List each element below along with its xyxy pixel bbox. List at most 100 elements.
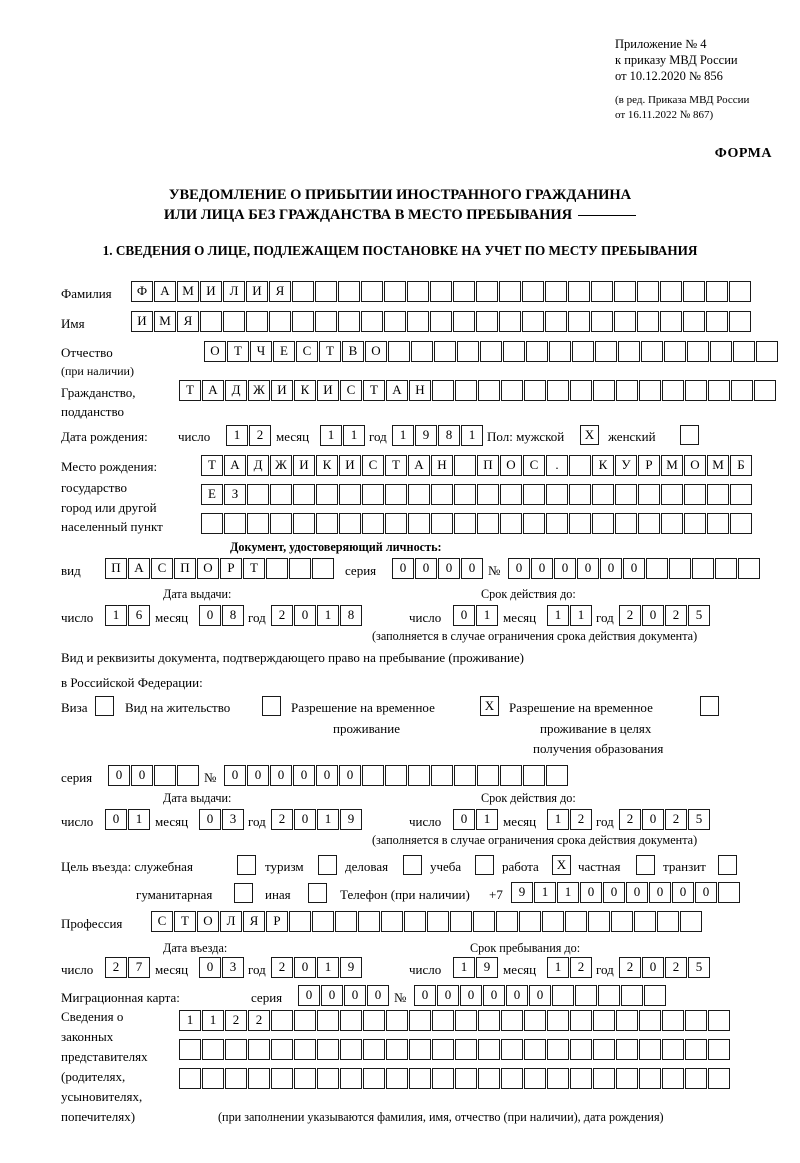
char-cell[interactable] bbox=[523, 513, 545, 534]
char-cell[interactable] bbox=[247, 513, 269, 534]
char-cell[interactable] bbox=[638, 513, 660, 534]
char-cell[interactable]: 0 bbox=[623, 558, 645, 579]
char-cell[interactable]: Н bbox=[431, 455, 453, 476]
char-cell[interactable]: П bbox=[105, 558, 127, 579]
char-cell[interactable] bbox=[615, 484, 637, 505]
char-cell[interactable] bbox=[637, 311, 659, 332]
char-cell[interactable] bbox=[684, 484, 706, 505]
char-cell[interactable] bbox=[669, 558, 691, 579]
char-cell[interactable]: 3 bbox=[222, 809, 244, 830]
char-cell[interactable]: 0 bbox=[649, 882, 671, 903]
char-cell[interactable] bbox=[660, 311, 682, 332]
char-cell[interactable]: 2 bbox=[248, 1010, 270, 1031]
char-cell[interactable] bbox=[179, 1039, 201, 1060]
char-cell[interactable] bbox=[480, 341, 502, 362]
char-cell[interactable] bbox=[692, 558, 714, 579]
char-cell[interactable]: С bbox=[296, 341, 318, 362]
char-cell[interactable] bbox=[546, 513, 568, 534]
char-cell[interactable]: 1 bbox=[461, 425, 483, 446]
char-cell[interactable]: Ж bbox=[248, 380, 270, 401]
char-cell[interactable] bbox=[363, 1068, 385, 1089]
char-cell[interactable] bbox=[202, 1039, 224, 1060]
char-cell[interactable]: О bbox=[684, 455, 706, 476]
char-cell[interactable] bbox=[664, 341, 686, 362]
char-cell[interactable] bbox=[593, 1068, 615, 1089]
char-cell[interactable] bbox=[312, 558, 334, 579]
char-cell[interactable] bbox=[524, 1068, 546, 1089]
char-cell[interactable] bbox=[572, 341, 594, 362]
char-cell[interactable]: О bbox=[204, 341, 226, 362]
char-cell[interactable]: 0 bbox=[529, 985, 551, 1006]
char-cell[interactable] bbox=[384, 311, 406, 332]
char-cell[interactable]: 0 bbox=[506, 985, 528, 1006]
char-cell[interactable]: 1 bbox=[317, 605, 339, 626]
char-cell[interactable]: 8 bbox=[438, 425, 460, 446]
char-cell[interactable] bbox=[501, 1039, 523, 1060]
char-cell[interactable] bbox=[614, 311, 636, 332]
char-cell[interactable] bbox=[271, 1039, 293, 1060]
char-cell[interactable]: И bbox=[271, 380, 293, 401]
char-cell[interactable] bbox=[503, 341, 525, 362]
char-cell[interactable] bbox=[729, 281, 751, 302]
char-cell[interactable] bbox=[524, 1010, 546, 1031]
char-cell[interactable]: С bbox=[151, 558, 173, 579]
char-cell[interactable]: 0 bbox=[414, 985, 436, 1006]
char-cell[interactable]: 0 bbox=[642, 809, 664, 830]
char-cell[interactable] bbox=[292, 311, 314, 332]
char-cell[interactable] bbox=[409, 1010, 431, 1031]
char-cell[interactable]: Б bbox=[730, 455, 752, 476]
char-cell[interactable]: 3 bbox=[222, 957, 244, 978]
char-cell[interactable] bbox=[685, 1068, 707, 1089]
char-cell[interactable]: С bbox=[362, 455, 384, 476]
char-cell[interactable]: 2 bbox=[225, 1010, 247, 1031]
char-cell[interactable] bbox=[499, 311, 521, 332]
char-cell[interactable] bbox=[500, 484, 522, 505]
char-cell[interactable] bbox=[432, 1068, 454, 1089]
char-cell[interactable]: 9 bbox=[511, 882, 533, 903]
checkbox-sex-male[interactable]: X bbox=[580, 425, 599, 445]
char-cell[interactable]: 1 bbox=[547, 605, 569, 626]
char-cell[interactable] bbox=[519, 911, 541, 932]
char-cell[interactable] bbox=[662, 1068, 684, 1089]
char-cell[interactable]: 9 bbox=[340, 957, 362, 978]
char-cell[interactable] bbox=[547, 1010, 569, 1031]
char-cell[interactable] bbox=[683, 281, 705, 302]
char-cell[interactable] bbox=[455, 1010, 477, 1031]
char-cell[interactable]: Ф bbox=[131, 281, 153, 302]
char-cell[interactable]: 2 bbox=[665, 809, 687, 830]
char-cell[interactable] bbox=[730, 484, 752, 505]
char-cell[interactable] bbox=[641, 341, 663, 362]
char-cell[interactable] bbox=[592, 484, 614, 505]
char-cell[interactable] bbox=[661, 513, 683, 534]
char-cell[interactable] bbox=[657, 911, 679, 932]
char-cell[interactable] bbox=[289, 558, 311, 579]
char-cell[interactable] bbox=[270, 513, 292, 534]
legal-rep-grid-row2[interactable] bbox=[179, 1039, 730, 1060]
char-cell[interactable] bbox=[315, 281, 337, 302]
char-cell[interactable]: 0 bbox=[554, 558, 576, 579]
char-cell[interactable] bbox=[708, 1068, 730, 1089]
char-cell[interactable] bbox=[756, 341, 778, 362]
char-cell[interactable] bbox=[408, 765, 430, 786]
char-cell[interactable]: Т bbox=[385, 455, 407, 476]
char-cell[interactable] bbox=[524, 1039, 546, 1060]
char-cell[interactable] bbox=[687, 341, 709, 362]
char-cell[interactable] bbox=[621, 985, 643, 1006]
char-cell[interactable] bbox=[478, 1010, 500, 1031]
char-cell[interactable]: . bbox=[546, 455, 568, 476]
char-cell[interactable]: 2 bbox=[271, 605, 293, 626]
char-cell[interactable]: 5 bbox=[688, 957, 710, 978]
char-cell[interactable]: В bbox=[342, 341, 364, 362]
checkbox-purpose-study[interactable] bbox=[475, 855, 494, 875]
char-cell[interactable] bbox=[708, 1039, 730, 1060]
char-cell[interactable] bbox=[710, 341, 732, 362]
char-cell[interactable] bbox=[616, 1039, 638, 1060]
char-cell[interactable] bbox=[293, 484, 315, 505]
char-cell[interactable]: Р bbox=[638, 455, 660, 476]
char-cell[interactable]: 1 bbox=[476, 809, 498, 830]
